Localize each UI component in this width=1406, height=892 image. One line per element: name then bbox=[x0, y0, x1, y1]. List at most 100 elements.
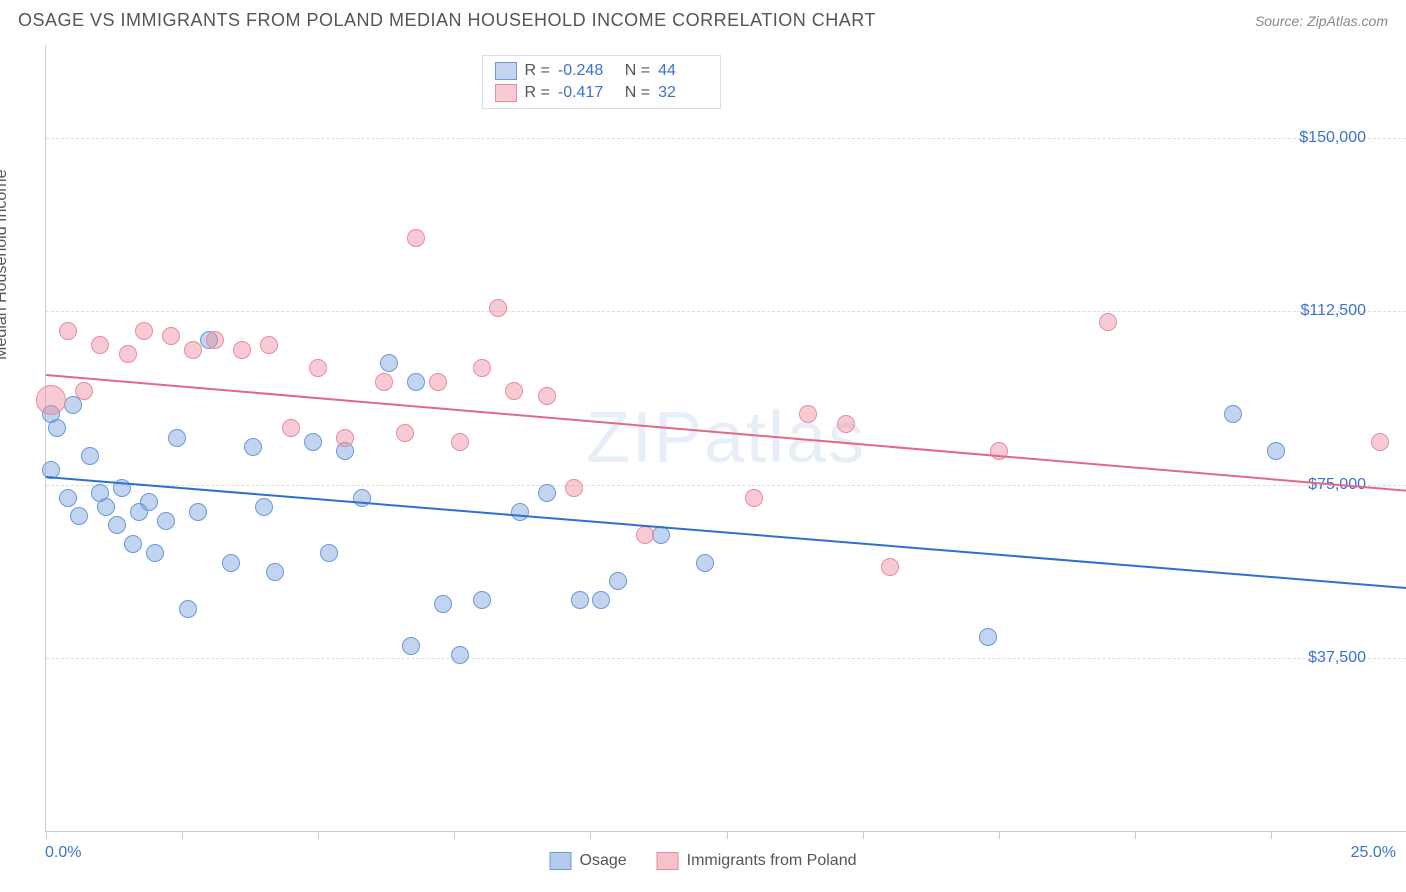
data-point bbox=[309, 359, 327, 377]
data-point bbox=[184, 341, 202, 359]
data-point bbox=[1267, 442, 1285, 460]
legend-swatch bbox=[495, 84, 517, 102]
data-point bbox=[538, 484, 556, 502]
data-point bbox=[1371, 433, 1389, 451]
data-point bbox=[320, 544, 338, 562]
data-point bbox=[140, 493, 158, 511]
data-point bbox=[266, 563, 284, 581]
data-point bbox=[206, 331, 224, 349]
x-tick bbox=[182, 831, 183, 839]
legend-bottom: Osage Immigrants from Poland bbox=[550, 852, 857, 870]
x-tick bbox=[1135, 831, 1136, 839]
data-point bbox=[837, 415, 855, 433]
x-tick bbox=[454, 831, 455, 839]
data-point bbox=[282, 419, 300, 437]
x-tick bbox=[318, 831, 319, 839]
data-point bbox=[119, 345, 137, 363]
x-tick bbox=[46, 831, 47, 839]
chart-plot-area: ZIPatlas $37,500$75,000$112,500$150,000R… bbox=[45, 45, 1406, 832]
data-point bbox=[609, 572, 627, 590]
data-point bbox=[189, 503, 207, 521]
data-point bbox=[473, 591, 491, 609]
data-point bbox=[407, 373, 425, 391]
legend-r-value: -0.248 bbox=[558, 62, 608, 80]
legend-stats: R = -0.248 N = 44R = -0.417 N = 32 bbox=[482, 55, 722, 109]
legend-n-value: 32 bbox=[658, 84, 708, 102]
data-point bbox=[451, 646, 469, 664]
data-point bbox=[91, 336, 109, 354]
data-point bbox=[59, 489, 77, 507]
legend-r-label: R = bbox=[525, 84, 550, 102]
legend-r-value: -0.417 bbox=[558, 84, 608, 102]
data-point bbox=[233, 341, 251, 359]
legend-r-label: R = bbox=[525, 62, 550, 80]
data-point bbox=[179, 600, 197, 618]
data-point bbox=[489, 299, 507, 317]
legend-item: Immigrants from Poland bbox=[657, 852, 857, 870]
gridline bbox=[46, 311, 1406, 312]
data-point bbox=[162, 327, 180, 345]
data-point bbox=[407, 229, 425, 247]
trend-line bbox=[46, 476, 1406, 589]
data-point bbox=[636, 526, 654, 544]
data-point bbox=[375, 373, 393, 391]
data-point bbox=[59, 322, 77, 340]
data-point bbox=[97, 498, 115, 516]
data-point bbox=[255, 498, 273, 516]
legend-n-label: N = bbox=[616, 62, 650, 80]
legend-stats-row: R = -0.248 N = 44 bbox=[495, 60, 709, 82]
data-point bbox=[304, 433, 322, 451]
x-tick bbox=[1271, 831, 1272, 839]
legend-label: Osage bbox=[580, 852, 627, 870]
gridline bbox=[46, 138, 1406, 139]
watermark: ZIPatlas bbox=[586, 397, 866, 479]
x-tick bbox=[999, 831, 1000, 839]
x-min-label: 0.0% bbox=[45, 844, 81, 862]
data-point bbox=[168, 429, 186, 447]
legend-swatch bbox=[495, 62, 517, 80]
data-point bbox=[108, 516, 126, 534]
data-point bbox=[565, 479, 583, 497]
data-point bbox=[434, 595, 452, 613]
data-point bbox=[396, 424, 414, 442]
data-point bbox=[592, 591, 610, 609]
y-tick-label: $112,500 bbox=[1300, 302, 1366, 320]
data-point bbox=[75, 382, 93, 400]
data-point bbox=[244, 438, 262, 456]
legend-stats-row: R = -0.417 N = 32 bbox=[495, 82, 709, 104]
data-point bbox=[81, 447, 99, 465]
legend-n-value: 44 bbox=[658, 62, 708, 80]
data-point bbox=[881, 558, 899, 576]
y-tick-label: $150,000 bbox=[1299, 129, 1366, 147]
legend-n-label: N = bbox=[616, 84, 650, 102]
y-tick-label: $37,500 bbox=[1308, 649, 1366, 667]
data-point bbox=[336, 429, 354, 447]
data-point bbox=[36, 385, 66, 415]
gridline bbox=[46, 658, 1406, 659]
data-point bbox=[48, 419, 66, 437]
data-point bbox=[146, 544, 164, 562]
data-point bbox=[402, 637, 420, 655]
data-point bbox=[505, 382, 523, 400]
data-point bbox=[1099, 313, 1117, 331]
trend-line bbox=[46, 374, 1406, 492]
x-tick bbox=[863, 831, 864, 839]
data-point bbox=[260, 336, 278, 354]
gridline bbox=[46, 485, 1406, 486]
data-point bbox=[799, 405, 817, 423]
chart-title: OSAGE VS IMMIGRANTS FROM POLAND MEDIAN H… bbox=[18, 10, 876, 31]
data-point bbox=[124, 535, 142, 553]
data-point bbox=[990, 442, 1008, 460]
data-point bbox=[222, 554, 240, 572]
data-point bbox=[157, 512, 175, 530]
data-point bbox=[696, 554, 714, 572]
data-point bbox=[451, 433, 469, 451]
legend-swatch bbox=[550, 852, 572, 870]
legend-item: Osage bbox=[550, 852, 627, 870]
x-tick bbox=[590, 831, 591, 839]
x-tick bbox=[727, 831, 728, 839]
chart-header: OSAGE VS IMMIGRANTS FROM POLAND MEDIAN H… bbox=[0, 0, 1406, 39]
data-point bbox=[135, 322, 153, 340]
data-point bbox=[745, 489, 763, 507]
data-point bbox=[511, 503, 529, 521]
